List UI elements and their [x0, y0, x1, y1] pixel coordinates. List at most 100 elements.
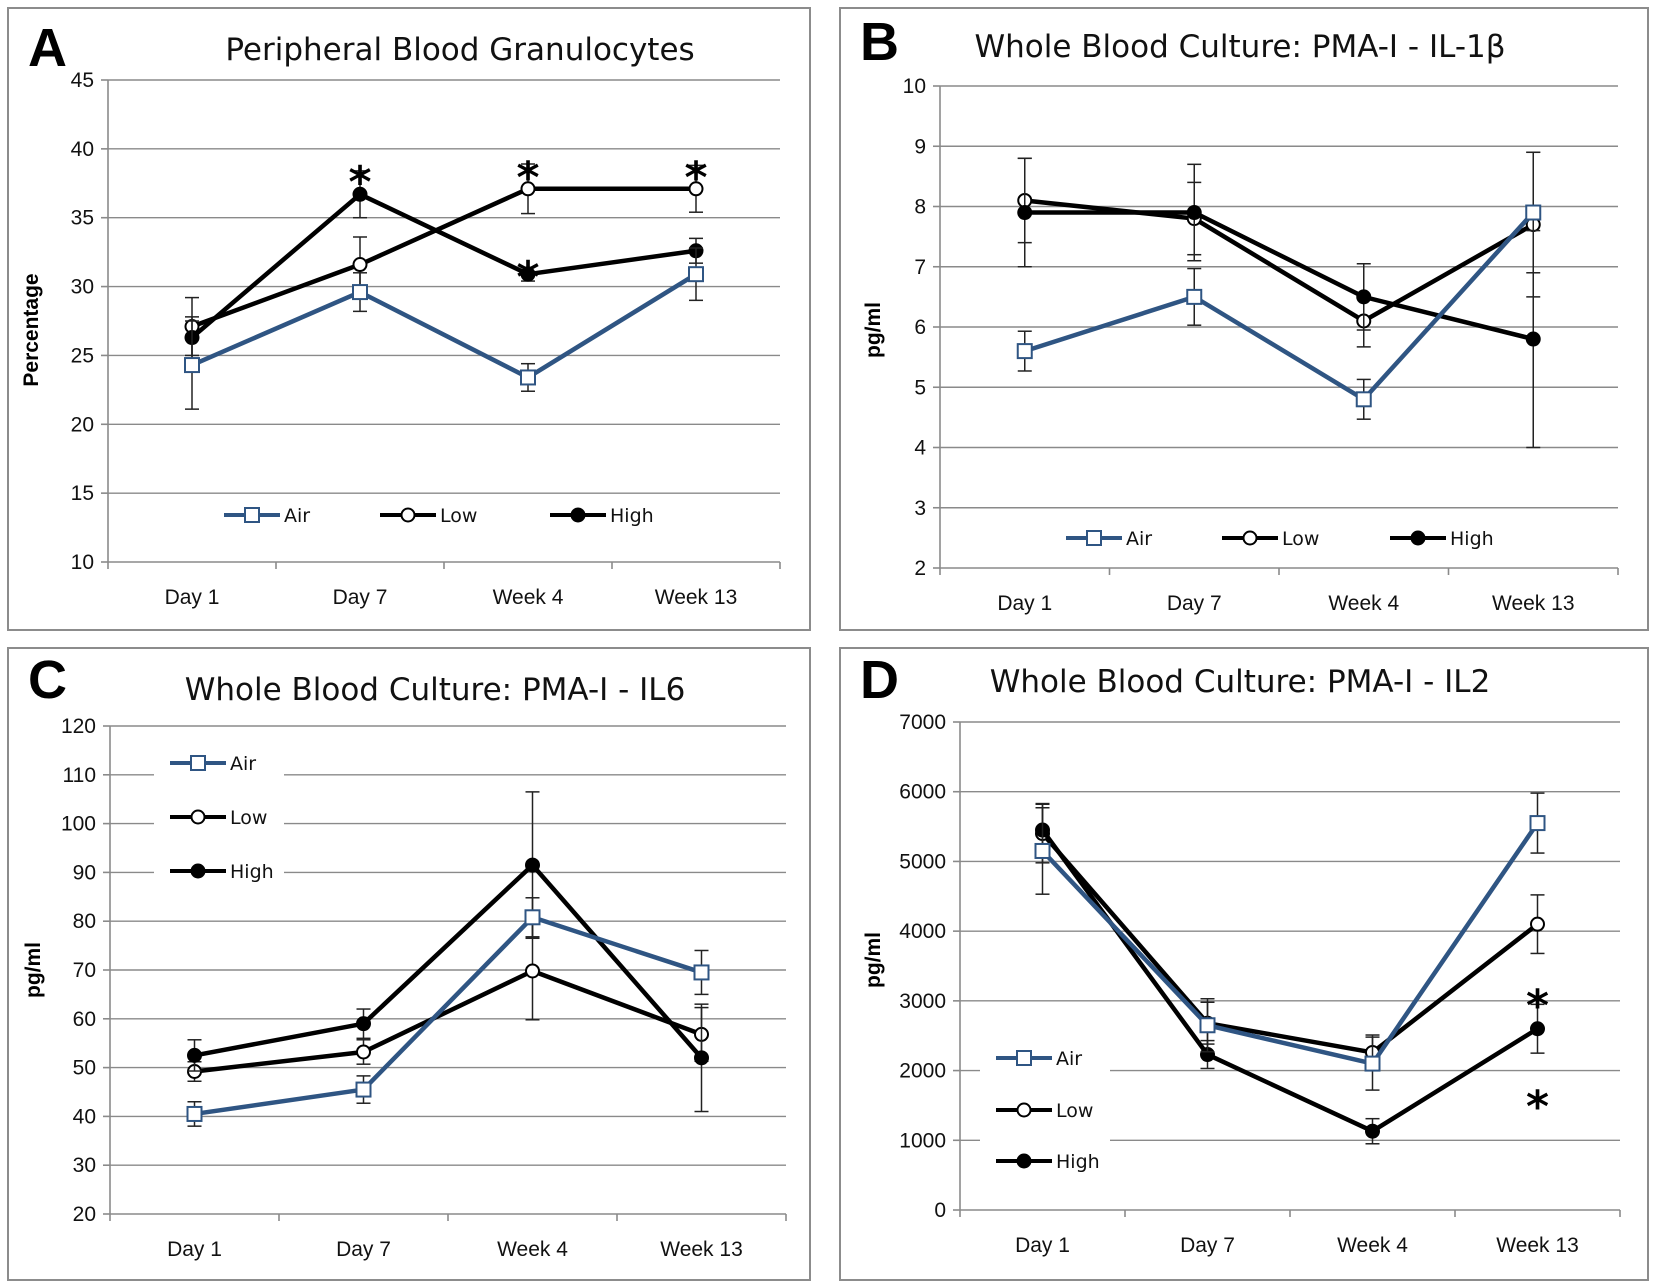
series-line-high: [190, 192, 697, 340]
y-tick-label: 40: [73, 1105, 96, 1128]
y-tick-label: 10: [71, 551, 94, 574]
legend-marker-air: [244, 507, 260, 523]
legend-marker-low: [190, 809, 206, 825]
data-point-air: [688, 266, 704, 283]
data-point-air: [693, 964, 710, 981]
x-tick-label: Day 7: [1180, 1234, 1235, 1257]
y-tick-label: 3000: [899, 990, 946, 1013]
y-axis-label: pg/ml: [862, 302, 885, 358]
y-tick-label: 2000: [899, 1060, 946, 1083]
legend-label-low: Low: [1282, 528, 1319, 550]
x-tick-label: Week 4: [1328, 592, 1399, 615]
series-line-low: [1040, 832, 1539, 1055]
y-tick-label: 8: [914, 196, 926, 219]
series-line-high: [1040, 828, 1539, 1134]
legend-marker-high: [1016, 1153, 1032, 1169]
x-tick-label: Week 4: [493, 586, 564, 609]
data-point-air: [524, 909, 541, 926]
y-tick-label: 3: [914, 497, 926, 520]
y-tick-label: 70: [73, 959, 96, 982]
legend-c: Air Low High: [154, 741, 284, 893]
legend-label-air: Air: [284, 505, 310, 527]
legend-label-high: High: [1056, 1151, 1100, 1173]
legend-a: Air Low High: [154, 495, 654, 535]
legend-marker-high: [190, 863, 206, 879]
significance-star: *: [516, 252, 539, 303]
data-point-high: [1017, 205, 1033, 221]
x-tick-label: Week 4: [497, 1238, 568, 1261]
y-tick-label: 6000: [899, 781, 946, 804]
data-point-high: [1525, 331, 1541, 347]
legend-label-air: Air: [1056, 1048, 1082, 1070]
legend-d: Air Low High: [980, 1036, 1110, 1183]
x-tick-label: Week 13: [655, 586, 738, 609]
series-air: [184, 247, 704, 410]
x-tick-label: Week 13: [660, 1238, 743, 1261]
series-air: [1034, 792, 1546, 1091]
chart-title: Whole Blood Culture: PMA-I - IL-1β: [974, 29, 1505, 65]
series-high: [1017, 157, 1541, 449]
chart-title: Whole Blood Culture: PMA-I - IL6: [185, 672, 686, 708]
panel-frame-d: [839, 647, 1649, 1281]
panel-letter: A: [28, 18, 67, 78]
y-tick-label: 120: [61, 715, 96, 738]
data-point-air: [520, 369, 536, 386]
data-point-air: [1186, 288, 1203, 305]
series-high: [187, 791, 709, 1113]
x-tick-label: Day 1: [167, 1238, 222, 1261]
legend-label-high: High: [610, 505, 654, 527]
series-line-low: [194, 968, 703, 1074]
series-air: [186, 897, 710, 1127]
chart-b: 2 3 4 5 6 7 8 9 10 Day 1 Day 7 Week 4 Week 13 Air Low H…: [839, 7, 1649, 631]
legend-marker-high: [570, 507, 586, 523]
y-tick-label: 20: [71, 413, 94, 436]
chart-d: 0 1000 2000 3000 4000 5000 6000 7000 Day 1 Day 7 W…: [839, 647, 1649, 1281]
chart-a: 10 15 20 25 30 35 40 45 Day 1 Day 7 Week 4 Week 13 A…: [7, 7, 811, 631]
series-line-high: [194, 862, 704, 1060]
legend-label-high: High: [230, 861, 274, 883]
data-point-high: [352, 186, 368, 202]
y-tick-label: 6: [914, 316, 926, 339]
y-tick-label: 50: [73, 1057, 96, 1080]
x-tick-label: Week 13: [1496, 1234, 1579, 1257]
data-point-low: [1530, 916, 1545, 932]
series-air: [1016, 151, 1542, 420]
data-point-air: [1199, 1017, 1216, 1034]
y-axis-label: pg/ml: [862, 932, 885, 988]
series-line-low: [1024, 198, 1535, 324]
data-point-air: [184, 357, 200, 374]
series-line-air: [194, 915, 703, 1117]
y-tick-label: 60: [73, 1008, 96, 1031]
y-tick-label: 100: [61, 813, 96, 836]
y-tick-label: 40: [71, 138, 94, 161]
data-point-high: [1530, 1021, 1545, 1037]
data-point-high: [694, 1050, 709, 1066]
panel-letter: C: [28, 650, 67, 710]
legend-marker-air: [1016, 1050, 1032, 1066]
data-point-high: [525, 857, 540, 873]
legend-marker-air: [1086, 530, 1102, 546]
y-tick-label: 15: [71, 482, 94, 505]
chart-c: 20 30 40 50 60 70 80 90 100 110 120 Day 1 Day 7 Week …: [7, 647, 811, 1281]
legend-marker-low: [1016, 1102, 1032, 1118]
x-tick-label: Week 4: [1337, 1234, 1408, 1257]
legend-label-air: Air: [230, 753, 256, 775]
y-tick-label: 45: [71, 69, 94, 92]
y-tick-label: 10: [903, 75, 926, 98]
data-point-high: [356, 1016, 371, 1032]
y-tick-label: 7: [914, 256, 926, 279]
x-tick-label: Day 1: [1015, 1234, 1070, 1257]
legend-marker-low: [400, 507, 416, 523]
significance-star: *: [1526, 980, 1549, 1031]
data-point-air: [1529, 815, 1546, 832]
y-tick-label: 9: [914, 135, 926, 158]
panel-letter: D: [860, 650, 899, 710]
data-point-air: [1016, 343, 1033, 360]
data-point-high: [1186, 205, 1202, 221]
data-point-high: [1356, 289, 1372, 305]
panel-frame-c: [7, 647, 811, 1281]
data-point-low: [352, 257, 368, 273]
series-line-air: [191, 272, 698, 380]
y-tick-label: 25: [71, 344, 94, 367]
